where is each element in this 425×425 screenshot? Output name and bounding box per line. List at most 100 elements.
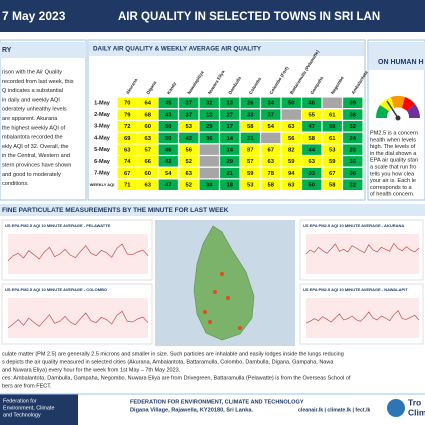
aqi-cell bbox=[260, 179, 281, 191]
aqi-value: 63 bbox=[145, 183, 152, 189]
aqi-value: 82 bbox=[288, 147, 294, 153]
aqi-cell bbox=[178, 143, 199, 156]
aqi-value: 46 bbox=[309, 101, 316, 107]
aqi-cell bbox=[219, 97, 240, 109]
aqi-cell bbox=[158, 132, 179, 144]
aqi-cell bbox=[240, 167, 261, 179]
note-line: ces: Ambalantota, Dambulla, Gampaha, Neg… bbox=[2, 375, 351, 381]
aqi-cell bbox=[178, 97, 199, 109]
aqi-cell bbox=[137, 132, 158, 144]
health-line: tells you how clea bbox=[370, 171, 415, 177]
aqi-cell bbox=[137, 167, 158, 179]
aqi-cell bbox=[281, 97, 302, 109]
map bbox=[155, 220, 295, 346]
aqi-value: 59 bbox=[329, 159, 336, 165]
aqi-value: 63 bbox=[288, 124, 295, 130]
aqi-value: 13 bbox=[227, 101, 234, 107]
footer-logo bbox=[0, 394, 78, 425]
aqi-value: 57 bbox=[247, 159, 253, 165]
column-header: Kandy bbox=[166, 81, 178, 96]
table-head bbox=[89, 42, 364, 56]
aqi-cell bbox=[199, 167, 220, 179]
aqi-cell bbox=[117, 179, 138, 191]
aqi-value: 68 bbox=[145, 112, 152, 118]
aqi-value: 14 bbox=[227, 147, 234, 153]
aqi-cell bbox=[281, 132, 302, 144]
aqi-cell bbox=[260, 120, 281, 132]
aqi-value: 32 bbox=[350, 124, 356, 130]
aqi-cell bbox=[240, 155, 261, 167]
footer-org: and Technology bbox=[3, 412, 41, 418]
aqi-cell bbox=[342, 108, 363, 121]
aqi-value: 50 bbox=[309, 183, 315, 189]
aqi-cell bbox=[117, 167, 138, 179]
aqi-cell bbox=[322, 97, 343, 109]
aqi-value: 72 bbox=[124, 124, 130, 130]
aqi-value: 87 bbox=[247, 147, 253, 153]
footer-name: FEDERATION FOR ENVIRONMENT, CLIMATE AND … bbox=[130, 399, 304, 405]
aqi-cell bbox=[199, 120, 220, 132]
summary-line: are apparent. Akurana bbox=[2, 116, 58, 122]
aqi-value: 32 bbox=[350, 183, 356, 189]
aqi-cell bbox=[117, 108, 138, 121]
summary-head bbox=[0, 42, 86, 58]
aqi-cell bbox=[219, 143, 240, 156]
aqi-cell bbox=[260, 143, 281, 156]
aqi-cell bbox=[219, 108, 240, 121]
aqi-value: 63 bbox=[268, 159, 275, 165]
aqi-cell bbox=[137, 155, 158, 167]
aqi-value: 56 bbox=[186, 147, 193, 153]
aqi-cell bbox=[240, 97, 261, 109]
aqi-value: 53 bbox=[247, 183, 254, 189]
aqi-cell bbox=[322, 143, 343, 156]
aqi-cell bbox=[219, 120, 240, 132]
summary-line: in daily and weekly AQI bbox=[2, 97, 60, 103]
aqi-line bbox=[7, 310, 149, 329]
aqi-value: 38 bbox=[350, 112, 357, 118]
aqi-value: 13 bbox=[206, 112, 213, 118]
aqi-cell bbox=[117, 120, 138, 132]
aqi-value: 21 bbox=[227, 171, 234, 177]
health-head bbox=[369, 42, 425, 70]
brand-line: Clim bbox=[408, 407, 425, 417]
aqi-cell bbox=[322, 167, 343, 179]
aqi-cell bbox=[281, 155, 302, 167]
aqi-cell bbox=[137, 108, 158, 121]
note-line: bers are from FECT. bbox=[2, 383, 52, 389]
aqi-cell bbox=[158, 97, 179, 109]
footer-address: Digana Village, Rajawella, KY20180, Sri … bbox=[130, 407, 253, 413]
row-label: 2-May bbox=[94, 112, 111, 118]
summary-line: oderately unhealthy levels bbox=[2, 107, 67, 113]
brand-icon bbox=[387, 399, 405, 417]
aqi-value: 69 bbox=[124, 136, 131, 142]
aqi-line bbox=[305, 242, 420, 255]
health-line: health when levels bbox=[370, 137, 416, 143]
aqi-cell bbox=[301, 143, 322, 156]
aqi-cell bbox=[137, 179, 158, 191]
aqi-cell bbox=[158, 167, 179, 179]
aqi-cell bbox=[178, 132, 199, 144]
aqi-value: 29 bbox=[206, 124, 213, 130]
aqi-value: 45 bbox=[165, 101, 172, 107]
health-line: corresponds to a bbox=[370, 185, 413, 191]
summary-line: in the Central, Western and bbox=[2, 153, 70, 159]
aqi-cell bbox=[301, 120, 322, 132]
aqi-cell bbox=[178, 155, 199, 167]
aqi-cell bbox=[322, 155, 343, 167]
aqi-value: 60 bbox=[145, 171, 151, 177]
aqi-cell bbox=[240, 108, 261, 121]
aqi-value: 74 bbox=[124, 159, 131, 165]
aqi-cell bbox=[117, 97, 138, 109]
aqi-value: 33 bbox=[247, 112, 254, 118]
aqi-cell bbox=[117, 155, 138, 167]
aqi-value: 78 bbox=[268, 171, 275, 177]
summary-line: mbalantota recorded the bbox=[2, 135, 63, 141]
minute-title: FINE PARTICULATE MEASUREMENTS BY THE MIN… bbox=[2, 207, 229, 214]
aqi-cell bbox=[178, 108, 199, 121]
aqi-value: 54 bbox=[268, 124, 275, 130]
aqi-line bbox=[7, 243, 149, 261]
title: AIR QUALITY IN SELECTED TOWNS IN SRI LAN bbox=[118, 11, 380, 23]
aqi-value: 32 bbox=[206, 101, 212, 107]
aqi-cell bbox=[137, 143, 158, 156]
